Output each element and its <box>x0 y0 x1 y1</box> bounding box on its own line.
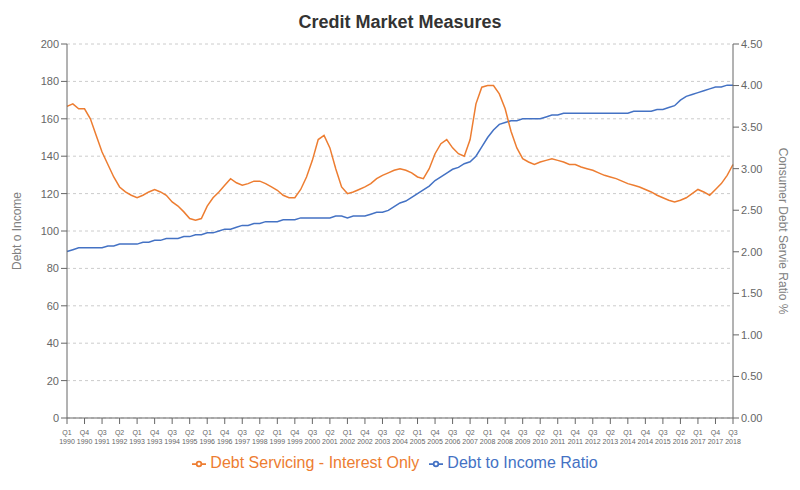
svg-text:Q12011: Q12011 <box>550 429 565 445</box>
svg-text:0: 0 <box>53 412 59 424</box>
svg-text:Q41996: Q41996 <box>217 429 233 445</box>
html-text:Credit Market Measures: Credit Market Measures <box>298 12 502 32</box>
svg-text:Q32015: Q32015 <box>655 429 671 445</box>
svg-text:Q12005: Q12005 <box>410 429 426 445</box>
svg-text:100: 100 <box>41 225 59 237</box>
svg-text:20: 20 <box>47 375 59 387</box>
svg-text:Q42008: Q42008 <box>497 429 513 445</box>
svg-text:Q42014: Q42014 <box>638 429 654 445</box>
svg-text:Q41993: Q41993 <box>147 429 163 445</box>
svg-text:3.50: 3.50 <box>741 121 762 133</box>
svg-text:Q42017: Q42017 <box>708 429 724 445</box>
svg-text:Q42005: Q42005 <box>427 429 443 445</box>
svg-text:Q21998: Q21998 <box>252 429 268 445</box>
html-text:Debt to Income Ratio: Debt to Income Ratio <box>447 454 598 471</box>
svg-text:Q31991: Q31991 <box>94 429 110 445</box>
svg-text:140: 140 <box>41 150 59 162</box>
svg-text:40: 40 <box>47 337 59 349</box>
svg-text:Q32003: Q32003 <box>375 429 391 445</box>
svg-text:Q12014: Q12014 <box>620 429 636 445</box>
svg-text:4.50: 4.50 <box>741 38 762 50</box>
svg-text:Q22013: Q22013 <box>603 429 619 445</box>
svg-text:Q22004: Q22004 <box>392 429 408 445</box>
html-text:Debt Servicing - Interest Only: Debt Servicing - Interest Only <box>210 454 420 471</box>
svg-text:Q22010: Q22010 <box>532 429 548 445</box>
svg-text:Q12008: Q12008 <box>480 429 496 445</box>
svg-text:Consumer Debt Servie Ratio %: Consumer Debt Servie Ratio % <box>776 148 790 315</box>
svg-text:Q32006: Q32006 <box>445 429 461 445</box>
svg-text:Q32012: Q32012 <box>585 429 601 445</box>
svg-text:Q42011: Q42011 <box>568 429 583 445</box>
svg-text:Q32018: Q32018 <box>725 429 741 445</box>
svg-text:Q41999: Q41999 <box>287 429 303 445</box>
svg-text:200: 200 <box>41 38 59 50</box>
svg-text:160: 160 <box>41 113 59 125</box>
svg-text:Q12002: Q12002 <box>340 429 356 445</box>
svg-text:120: 120 <box>41 188 59 200</box>
svg-text:Q42002: Q42002 <box>357 429 373 445</box>
svg-text:80: 80 <box>47 262 59 274</box>
svg-text:Q12017: Q12017 <box>690 429 706 445</box>
svg-text:Q22001: Q22001 <box>322 429 338 445</box>
svg-text:0.00: 0.00 <box>741 412 762 424</box>
svg-text:Q22007: Q22007 <box>462 429 478 445</box>
svg-text:Q11990: Q11990 <box>59 429 75 445</box>
svg-text:3.00: 3.00 <box>741 163 762 175</box>
svg-text:Q31994: Q31994 <box>164 429 180 445</box>
svg-text:Q11996: Q11996 <box>199 429 215 445</box>
svg-text:Q31997: Q31997 <box>234 429 250 445</box>
svg-text:0.50: 0.50 <box>741 370 762 382</box>
svg-text:Q21995: Q21995 <box>182 429 198 445</box>
svg-text:Q21992: Q21992 <box>112 429 128 445</box>
svg-text:Q11999: Q11999 <box>270 429 286 445</box>
svg-text:Q22016: Q22016 <box>673 429 689 445</box>
svg-text:1.50: 1.50 <box>741 287 762 299</box>
svg-text:180: 180 <box>41 75 59 87</box>
svg-text:Q32009: Q32009 <box>515 429 531 445</box>
svg-text:1.00: 1.00 <box>741 329 762 341</box>
svg-text:2.50: 2.50 <box>741 204 762 216</box>
svg-text:Q32000: Q32000 <box>305 429 321 445</box>
svg-text:Debt o Income: Debt o Income <box>10 192 24 270</box>
svg-text:Q41990: Q41990 <box>77 429 93 445</box>
svg-text:60: 60 <box>47 300 59 312</box>
svg-text:2.00: 2.00 <box>741 246 762 258</box>
svg-text:4.00: 4.00 <box>741 79 762 91</box>
svg-text:Q11993: Q11993 <box>129 429 145 445</box>
